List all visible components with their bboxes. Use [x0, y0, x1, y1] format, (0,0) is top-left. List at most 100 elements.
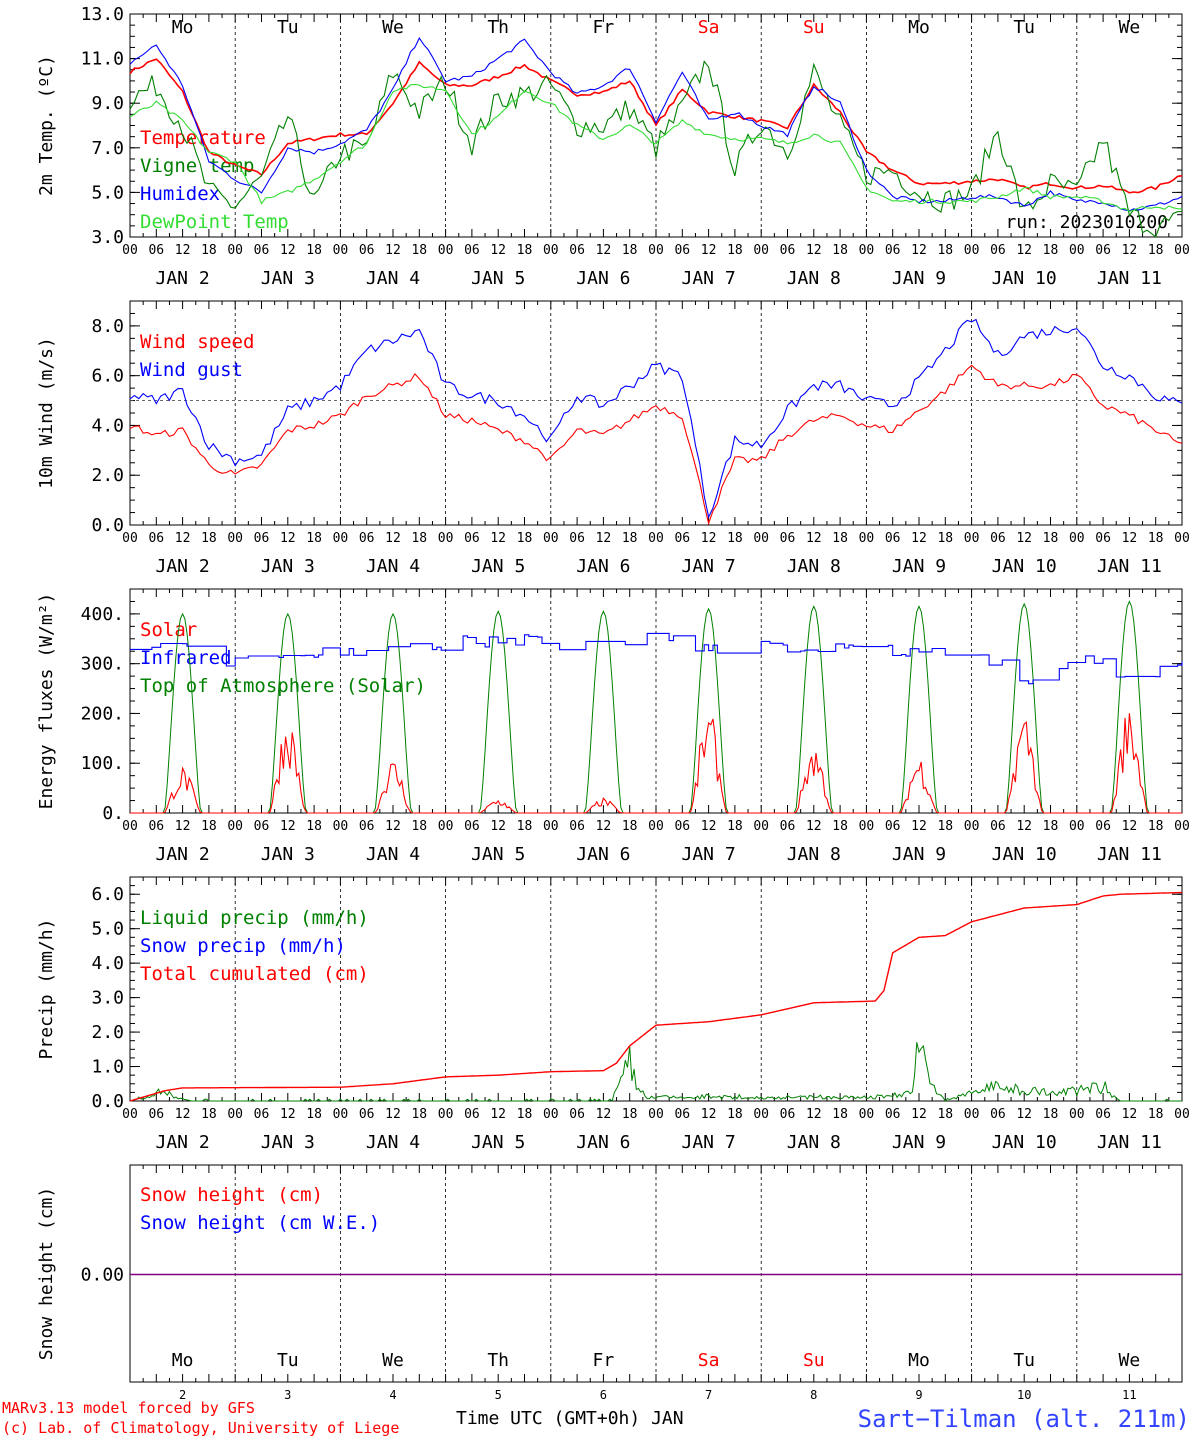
hour-tick-label: 06: [464, 531, 480, 546]
hour-tick-label: 18: [832, 1107, 848, 1122]
y-axis-title: Precip (mm/h): [36, 919, 57, 1060]
hour-tick-label: 12: [175, 531, 191, 546]
date-label: JAN 6: [576, 1132, 630, 1153]
hour-tick-label: 18: [1043, 819, 1059, 834]
hour-tick-label: 18: [727, 243, 743, 258]
hour-tick-label: 00: [227, 819, 243, 834]
date-label: JAN 10: [992, 844, 1057, 865]
hour-tick-label: 18: [1148, 819, 1164, 834]
hour-tick-label: 12: [385, 819, 401, 834]
hour-tick-label: 12: [806, 1107, 822, 1122]
y-tick-label: 2.0: [91, 1022, 124, 1043]
hour-tick-label: 12: [596, 819, 612, 834]
hour-tick-label: 00: [964, 819, 980, 834]
series-line-infrared: [130, 632, 1183, 685]
y-tick-label: 300.: [81, 654, 124, 675]
y-axis-title: 2m Temp. (ºC): [36, 55, 57, 196]
day-of-week-label: Mo: [172, 1350, 194, 1371]
legend-entry: Top of Atmosphere (Solar): [140, 675, 426, 697]
hour-tick-label: 12: [175, 1107, 191, 1122]
y-axis-title: 10m Wind (m/s): [36, 337, 57, 489]
hour-tick-label: 18: [1043, 531, 1059, 546]
day-of-week-label: Mo: [172, 17, 194, 38]
y-tick-label: 3.0: [91, 988, 124, 1009]
series-line-wind-speed: [129, 364, 1183, 526]
hour-tick-label: 00: [1069, 1107, 1085, 1122]
date-label: JAN 5: [471, 556, 525, 577]
y-tick-label: 7.0: [91, 138, 124, 159]
legend-entry: Snow height (cm): [140, 1184, 323, 1206]
series-line-humidex: [129, 36, 1183, 212]
hour-tick-label: 18: [727, 1107, 743, 1122]
panel-3: 00 06 12 18 00 06 12 18 00 06 12 18 00 06 12 18 00 06 12 18…: [36, 588, 1190, 865]
station-label: Sart−Tilman (alt. 211m): [858, 1405, 1190, 1433]
hour-tick-label: 00: [1174, 819, 1190, 834]
date-label: JAN 4: [366, 844, 420, 865]
legend-entry: Humidex: [140, 183, 220, 205]
legend-entry: Wind speed: [140, 331, 254, 353]
series-line-vigne-temp: [129, 60, 1183, 238]
y-tick-label: 0.0: [91, 515, 124, 536]
hour-tick-label: 12: [701, 1107, 717, 1122]
hour-tick-label: 18: [201, 243, 217, 258]
hour-tick-label: 12: [385, 1107, 401, 1122]
hour-tick-label: 00: [227, 531, 243, 546]
day-of-week-label: We: [382, 17, 404, 38]
hour-tick-label: 12: [806, 531, 822, 546]
hour-tick-label: 00: [648, 819, 664, 834]
legend-entry: Snow height (cm W.E.): [140, 1212, 380, 1234]
hour-tick-label: 18: [201, 531, 217, 546]
date-label: JAN 8: [787, 844, 841, 865]
y-tick-label: 0.: [102, 803, 124, 824]
y-tick-label: 5.0: [91, 919, 124, 940]
hour-tick-label: 18: [411, 531, 427, 546]
hour-tick-label: 06: [464, 819, 480, 834]
hour-tick-label: 00: [753, 243, 769, 258]
hour-tick-label: 06: [464, 1107, 480, 1122]
date-label: JAN 8: [787, 268, 841, 289]
hour-tick-label: 00: [859, 1107, 875, 1122]
day-of-week-label: Su: [803, 1350, 825, 1371]
date-label: JAN 2: [156, 844, 210, 865]
date-label: JAN 5: [471, 844, 525, 865]
hour-tick-label: 18: [937, 243, 953, 258]
hour-tick-label: 18: [622, 531, 638, 546]
date-label: JAN 3: [261, 844, 315, 865]
hour-tick-label: 06: [359, 1107, 375, 1122]
hour-tick-label: 18: [517, 531, 533, 546]
hour-tick-label: 18: [727, 819, 743, 834]
hour-tick-label: 06: [674, 531, 690, 546]
hour-tick-label: 06: [990, 531, 1006, 546]
hour-tick-label: 06: [885, 243, 901, 258]
date-label: JAN 9: [892, 268, 946, 289]
hour-tick-label: 06: [359, 819, 375, 834]
hour-tick-label: 18: [306, 1107, 322, 1122]
hour-tick-label: 00: [227, 1107, 243, 1122]
date-label: JAN 10: [992, 556, 1057, 577]
day-of-week-label: Sa: [698, 1350, 720, 1371]
hour-tick-label: 18: [937, 531, 953, 546]
hour-tick-label: 06: [148, 243, 164, 258]
hour-tick-label: 18: [1043, 1107, 1059, 1122]
hour-tick-label: 06: [359, 243, 375, 258]
hour-tick-label: 12: [596, 531, 612, 546]
hour-tick-label: 18: [622, 819, 638, 834]
date-label: JAN 4: [366, 268, 420, 289]
hour-tick-label: 00: [648, 531, 664, 546]
hour-tick-label: 00: [1174, 531, 1190, 546]
hour-tick-label: 12: [596, 243, 612, 258]
hour-tick-label: 12: [1016, 1107, 1032, 1122]
hour-tick-label: 06: [254, 819, 270, 834]
series-line-temperature: [129, 58, 1183, 194]
hour-tick-label: 00: [333, 243, 349, 258]
y-tick-label: 11.0: [81, 49, 124, 70]
hour-tick-label: 06: [990, 1107, 1006, 1122]
hour-tick-label: 12: [280, 1107, 296, 1122]
y-tick-label: 200.: [81, 703, 124, 724]
hour-tick-label: 00: [543, 243, 559, 258]
date-label: JAN 7: [682, 1132, 736, 1153]
hour-tick-label: 06: [254, 1107, 270, 1122]
footer-model: MARv3.13 model forced by GFS: [2, 1399, 255, 1417]
date-label: JAN 11: [1097, 1132, 1162, 1153]
hour-tick-label: 12: [175, 819, 191, 834]
